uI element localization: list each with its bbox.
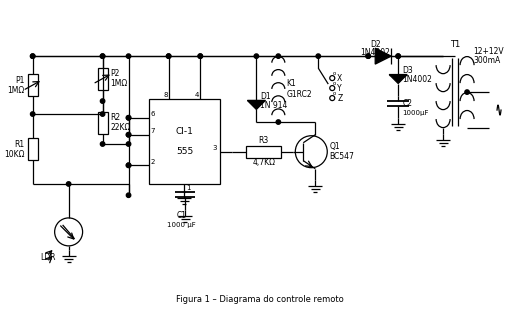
Circle shape bbox=[100, 54, 105, 58]
Text: 1N4002: 1N4002 bbox=[402, 75, 432, 84]
Text: X: X bbox=[337, 73, 343, 83]
Text: Z: Z bbox=[337, 94, 343, 103]
Text: 300mA: 300mA bbox=[473, 56, 500, 65]
Text: R2: R2 bbox=[111, 113, 121, 122]
Text: 7: 7 bbox=[150, 128, 155, 134]
Polygon shape bbox=[248, 100, 265, 110]
Polygon shape bbox=[375, 48, 391, 64]
Text: 1: 1 bbox=[187, 185, 191, 191]
Text: 1000 μF: 1000 μF bbox=[167, 222, 196, 228]
Text: o: o bbox=[332, 90, 335, 95]
Circle shape bbox=[31, 54, 35, 58]
Circle shape bbox=[126, 133, 131, 137]
Text: 555: 555 bbox=[176, 147, 193, 156]
Text: 3: 3 bbox=[213, 145, 217, 151]
Text: LDR: LDR bbox=[41, 253, 56, 263]
Text: P1: P1 bbox=[15, 76, 24, 84]
Text: 1000μF: 1000μF bbox=[402, 110, 428, 116]
Circle shape bbox=[198, 54, 202, 58]
Text: R1: R1 bbox=[15, 139, 24, 149]
Text: 1N4002: 1N4002 bbox=[360, 48, 390, 57]
Circle shape bbox=[396, 54, 400, 58]
Circle shape bbox=[166, 54, 171, 58]
Text: 1MΩ: 1MΩ bbox=[7, 86, 24, 95]
Bar bbox=[28, 74, 37, 96]
Circle shape bbox=[366, 54, 370, 58]
Circle shape bbox=[254, 54, 258, 58]
Text: 22KΩ: 22KΩ bbox=[111, 123, 131, 132]
Circle shape bbox=[276, 120, 280, 124]
Text: CI-1: CI-1 bbox=[176, 127, 193, 136]
Text: BC547: BC547 bbox=[329, 152, 354, 161]
Text: 2: 2 bbox=[150, 159, 155, 165]
Circle shape bbox=[396, 54, 400, 58]
Circle shape bbox=[198, 54, 202, 58]
Text: G1RC2: G1RC2 bbox=[287, 90, 312, 100]
Text: 4: 4 bbox=[195, 92, 200, 98]
Circle shape bbox=[31, 112, 35, 116]
Text: D3: D3 bbox=[402, 66, 413, 75]
Text: D1: D1 bbox=[261, 92, 271, 100]
Circle shape bbox=[126, 142, 131, 146]
Text: 1MΩ: 1MΩ bbox=[111, 79, 128, 88]
Text: R3: R3 bbox=[259, 136, 269, 145]
Text: K1: K1 bbox=[287, 79, 296, 89]
Text: o: o bbox=[332, 81, 335, 86]
Circle shape bbox=[126, 193, 131, 198]
Circle shape bbox=[100, 99, 105, 103]
Text: P2: P2 bbox=[111, 69, 120, 78]
Circle shape bbox=[126, 116, 131, 120]
Circle shape bbox=[276, 54, 280, 58]
Bar bbox=[149, 99, 220, 184]
Polygon shape bbox=[389, 74, 407, 84]
Circle shape bbox=[166, 54, 171, 58]
Text: Y: Y bbox=[337, 84, 342, 93]
Text: T1: T1 bbox=[450, 40, 460, 49]
Circle shape bbox=[31, 54, 35, 58]
Text: C1: C1 bbox=[176, 211, 187, 220]
Text: C2: C2 bbox=[402, 99, 412, 108]
Text: 4,7KΩ: 4,7KΩ bbox=[252, 158, 276, 167]
Circle shape bbox=[126, 133, 131, 137]
Text: 10KΩ: 10KΩ bbox=[4, 149, 24, 159]
Circle shape bbox=[126, 54, 131, 58]
Text: D2: D2 bbox=[370, 40, 381, 49]
Text: 6: 6 bbox=[150, 111, 155, 117]
Circle shape bbox=[126, 163, 131, 167]
Circle shape bbox=[67, 182, 71, 186]
Text: Q1: Q1 bbox=[329, 142, 340, 151]
Text: Figura 1 – Diagrama do controle remoto: Figura 1 – Diagrama do controle remoto bbox=[176, 295, 344, 304]
Bar bbox=[98, 111, 108, 133]
Text: 12+12V: 12+12V bbox=[473, 47, 504, 56]
Circle shape bbox=[465, 90, 469, 94]
Circle shape bbox=[126, 163, 131, 167]
Circle shape bbox=[126, 116, 131, 120]
Text: o: o bbox=[332, 71, 335, 76]
Circle shape bbox=[100, 142, 105, 146]
Circle shape bbox=[366, 54, 370, 58]
Bar bbox=[28, 138, 37, 160]
Bar bbox=[246, 146, 281, 158]
Circle shape bbox=[100, 112, 105, 116]
Bar bbox=[98, 68, 108, 89]
Text: 8: 8 bbox=[163, 92, 168, 98]
Circle shape bbox=[316, 54, 320, 58]
Text: 1N 914: 1N 914 bbox=[261, 100, 288, 110]
Circle shape bbox=[100, 54, 105, 58]
